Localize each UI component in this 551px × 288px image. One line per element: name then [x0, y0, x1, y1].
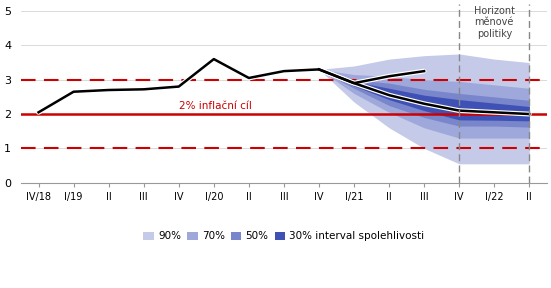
Text: Horizont
měnové
politiky: Horizont měnové politiky: [474, 6, 515, 39]
Legend: 90%, 70%, 50%, 30% interval spolehlivosti: 90%, 70%, 50%, 30% interval spolehlivost…: [139, 227, 429, 246]
Text: 2% inflační cíl: 2% inflační cíl: [179, 101, 252, 111]
